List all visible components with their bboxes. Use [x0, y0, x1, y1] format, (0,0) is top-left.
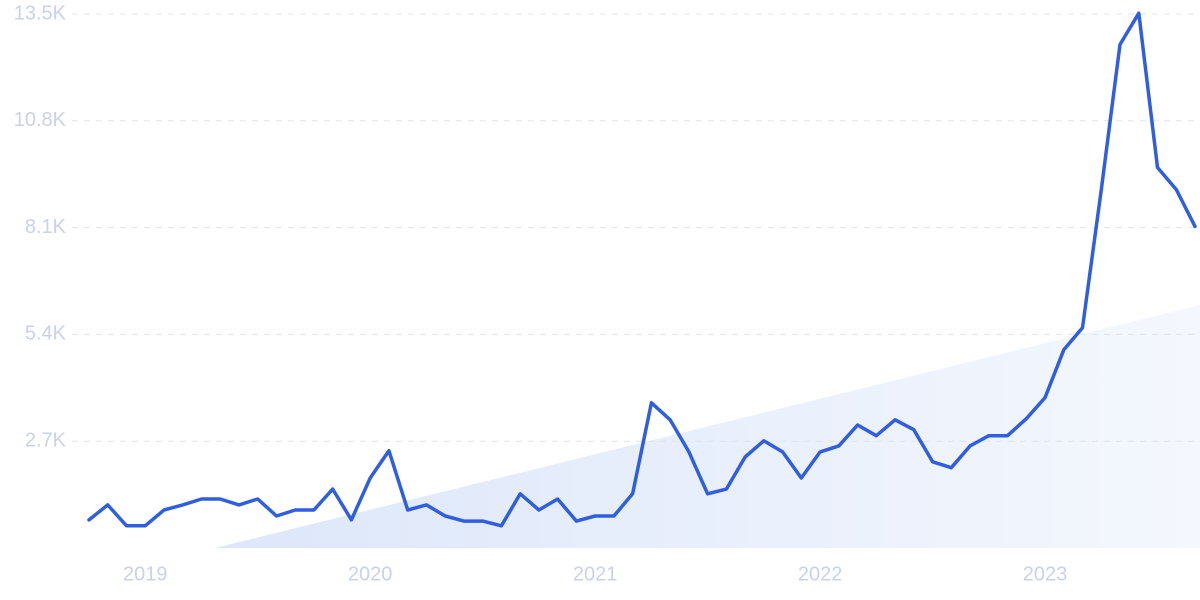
- trend-area: [215, 305, 1200, 548]
- x-tick-label: 2021: [573, 563, 618, 585]
- y-tick-label: 5.4K: [25, 323, 67, 345]
- y-tick-label: 8.1K: [25, 216, 67, 238]
- line: [87, 11, 1197, 528]
- x-tick-label: 2019: [123, 563, 168, 585]
- y-tick-label: 10.8K: [14, 109, 67, 131]
- x-tick-label: 2022: [798, 563, 843, 585]
- x-tick-label: 2020: [348, 563, 393, 585]
- y-tick-label: 2.7K: [25, 429, 67, 451]
- y-tick-label: 13.5K: [14, 2, 67, 24]
- x-tick-label: 2023: [1023, 563, 1068, 585]
